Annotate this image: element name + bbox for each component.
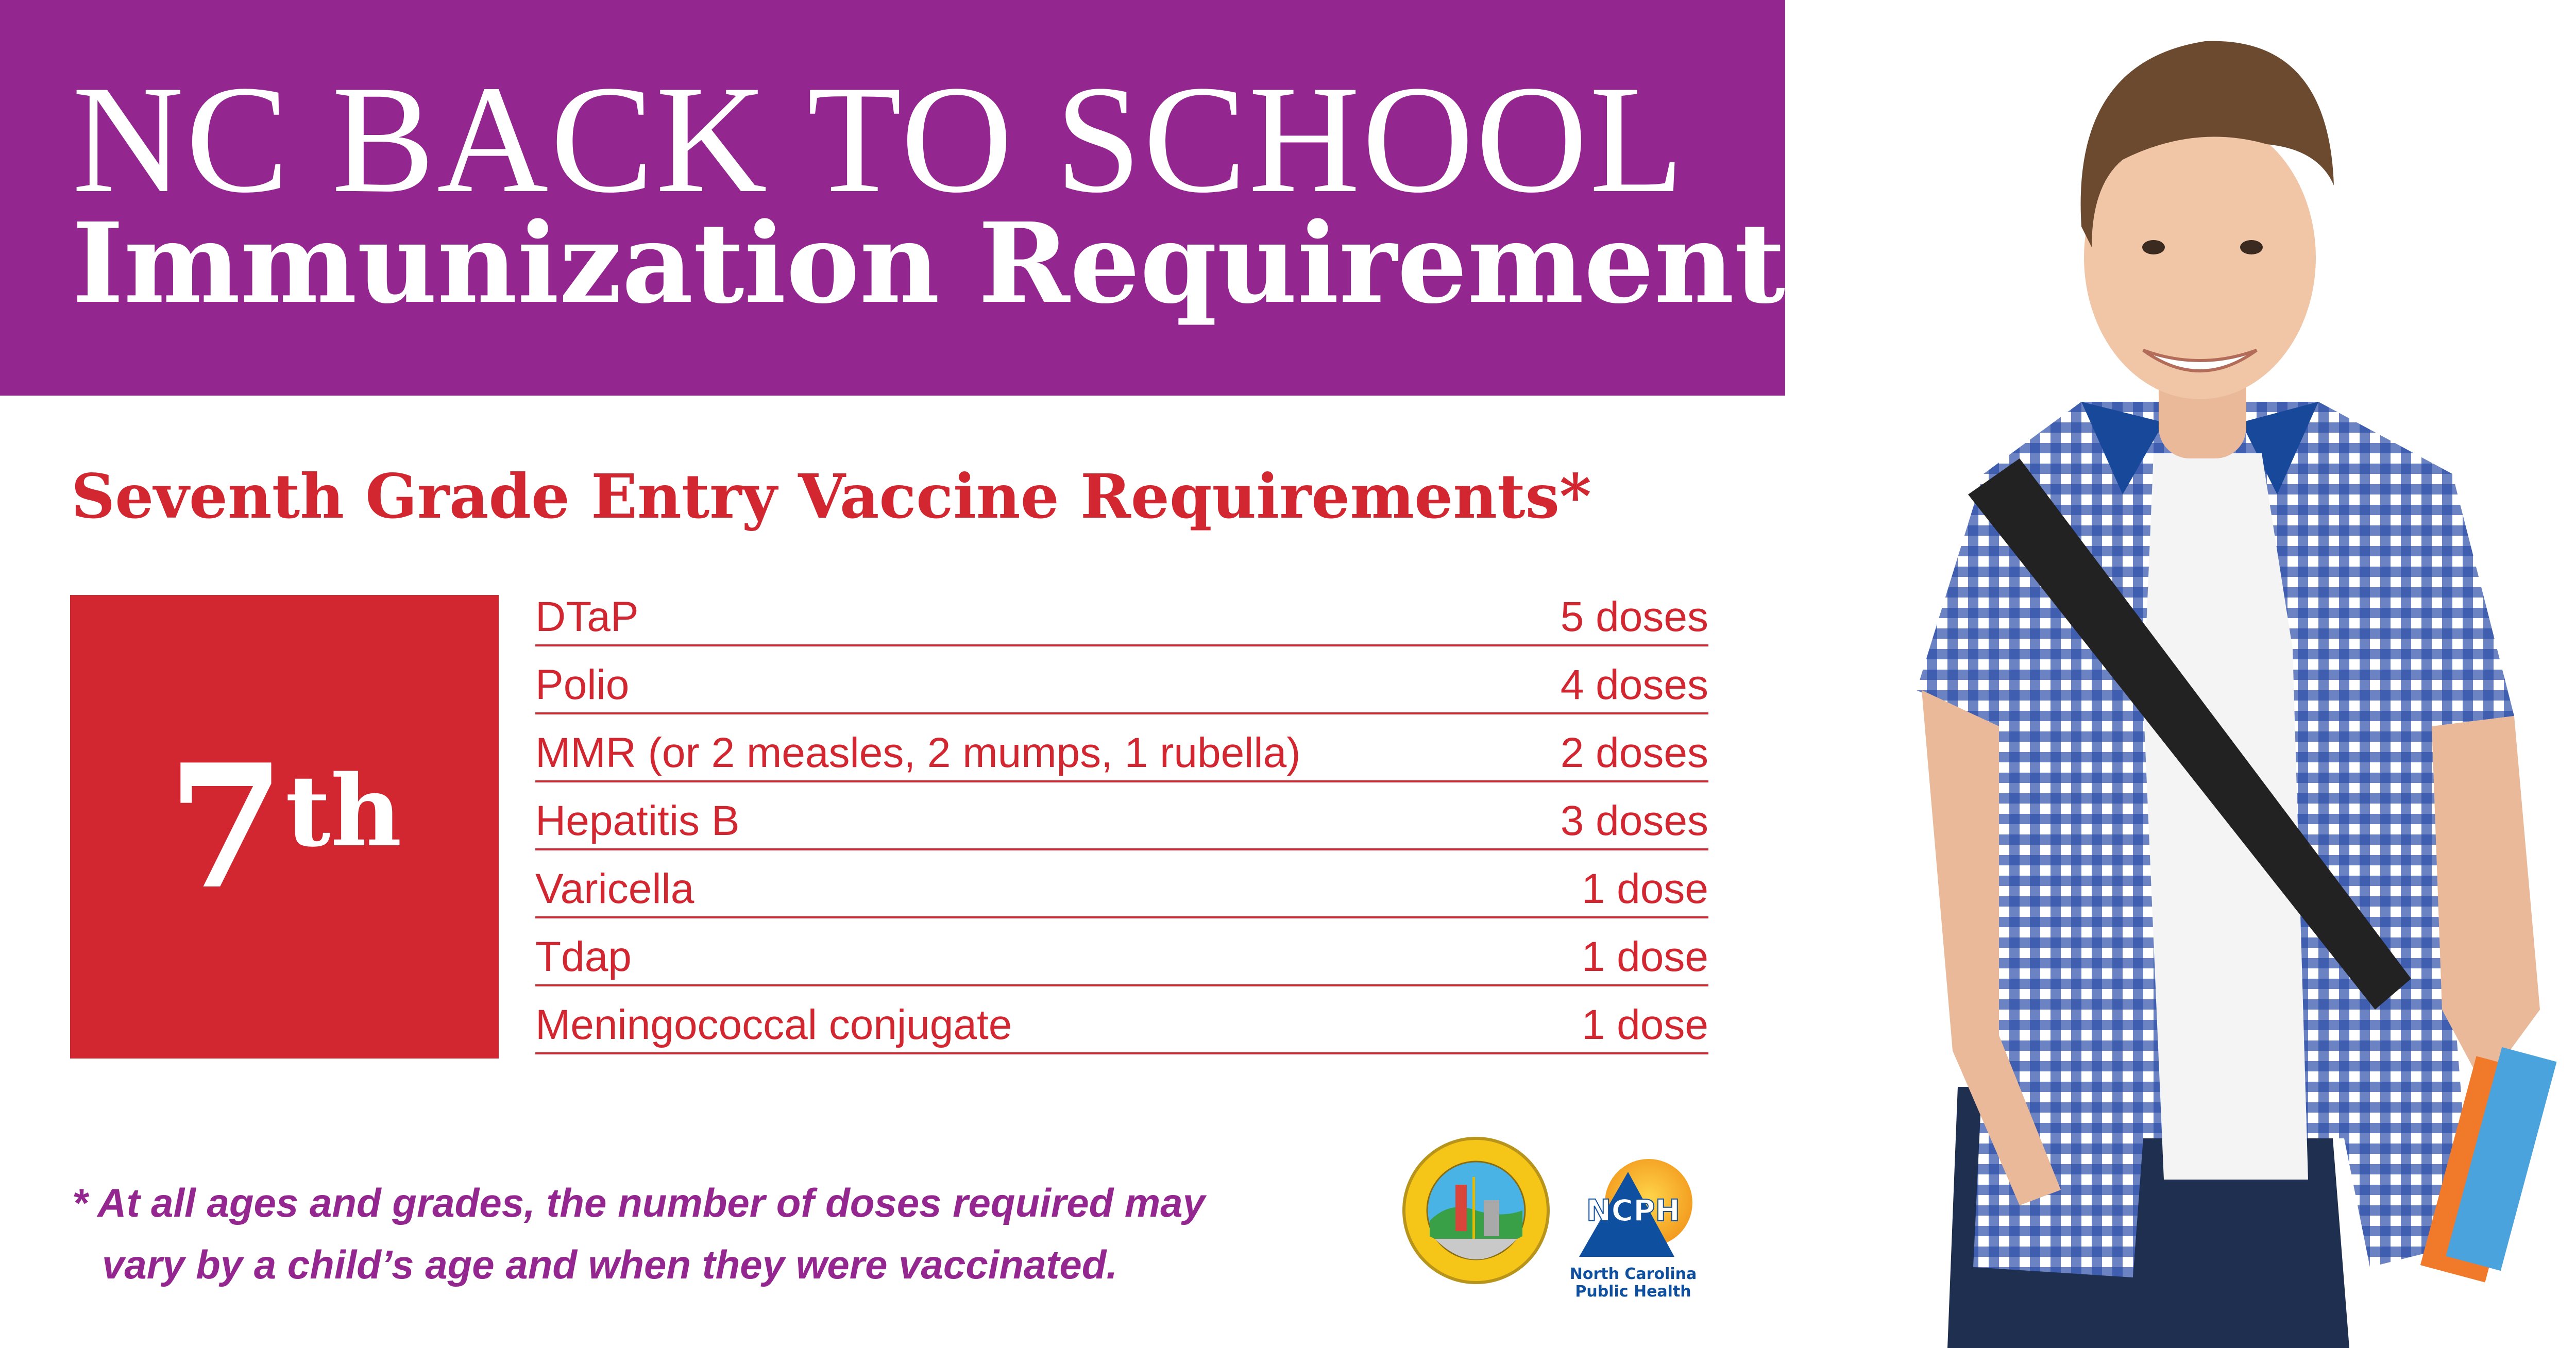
section-subtitle: Seventh Grade Entry Vaccine Requirements…: [71, 460, 1591, 532]
footnote-line2: vary by a child’s age and when they were…: [102, 1242, 1118, 1287]
ncph-line1: North Carolina: [1570, 1265, 1697, 1283]
title-line2: Immunization Requirements: [72, 199, 1848, 328]
vaccine-table: DTaP 5 doses Polio 4 doses MMR (or 2 measl…: [535, 578, 1708, 1054]
vaccine-name: DTaP: [535, 593, 639, 640]
table-row: DTaP 5 doses: [535, 578, 1708, 646]
table-row: Polio 4 doses: [535, 646, 1708, 714]
table-row: Tdap 1 dose: [535, 918, 1708, 986]
vaccine-doses: 5 doses: [1560, 593, 1708, 640]
vaccine-doses: 1 dose: [1581, 933, 1708, 980]
footnote: * At all ages and grades, the number of …: [72, 1172, 1205, 1295]
vaccine-name: Tdap: [535, 933, 632, 980]
vaccine-doses: 3 doses: [1560, 797, 1708, 844]
ncph-line2: Public Health: [1575, 1283, 1691, 1301]
table-row: Meningococcal conjugate 1 dose: [535, 986, 1708, 1054]
header-banner: [0, 0, 1785, 396]
nc-state-seal-logo: [1402, 1137, 1550, 1284]
table-row: MMR (or 2 measles, 2 mumps, 1 rubella) 2 …: [535, 714, 1708, 782]
vaccine-name: MMR (or 2 measles, 2 mumps, 1 rubella): [535, 729, 1301, 776]
title-line1: NC BACK TO SCHOOL: [72, 54, 1686, 225]
vaccine-name: Meningococcal conjugate: [535, 1001, 1012, 1048]
table-row: Hepatitis B 3 doses: [535, 782, 1708, 850]
ncph-logo: NCPH North Carolina Public Health: [1570, 1159, 1697, 1301]
footnote-line1: * At all ages and grades, the number of …: [72, 1180, 1206, 1225]
vaccine-name: Varicella: [535, 865, 694, 912]
table-row: Varicella 1 dose: [535, 850, 1708, 918]
vaccine-doses: 4 doses: [1560, 661, 1708, 708]
vaccine-name: Polio: [535, 661, 630, 708]
vaccine-name: Hepatitis B: [535, 797, 740, 844]
vaccine-doses: 1 dose: [1581, 1001, 1708, 1048]
grade-badge: 7 th: [70, 595, 499, 1059]
grade-number: 7: [167, 727, 285, 927]
student-photo: [1917, 41, 2557, 1348]
ncph-abbr: NCPH: [1586, 1193, 1680, 1228]
grade-suffix: th: [285, 754, 402, 868]
vaccine-doses: 1 dose: [1581, 865, 1708, 912]
vaccine-doses: 2 doses: [1560, 729, 1708, 776]
